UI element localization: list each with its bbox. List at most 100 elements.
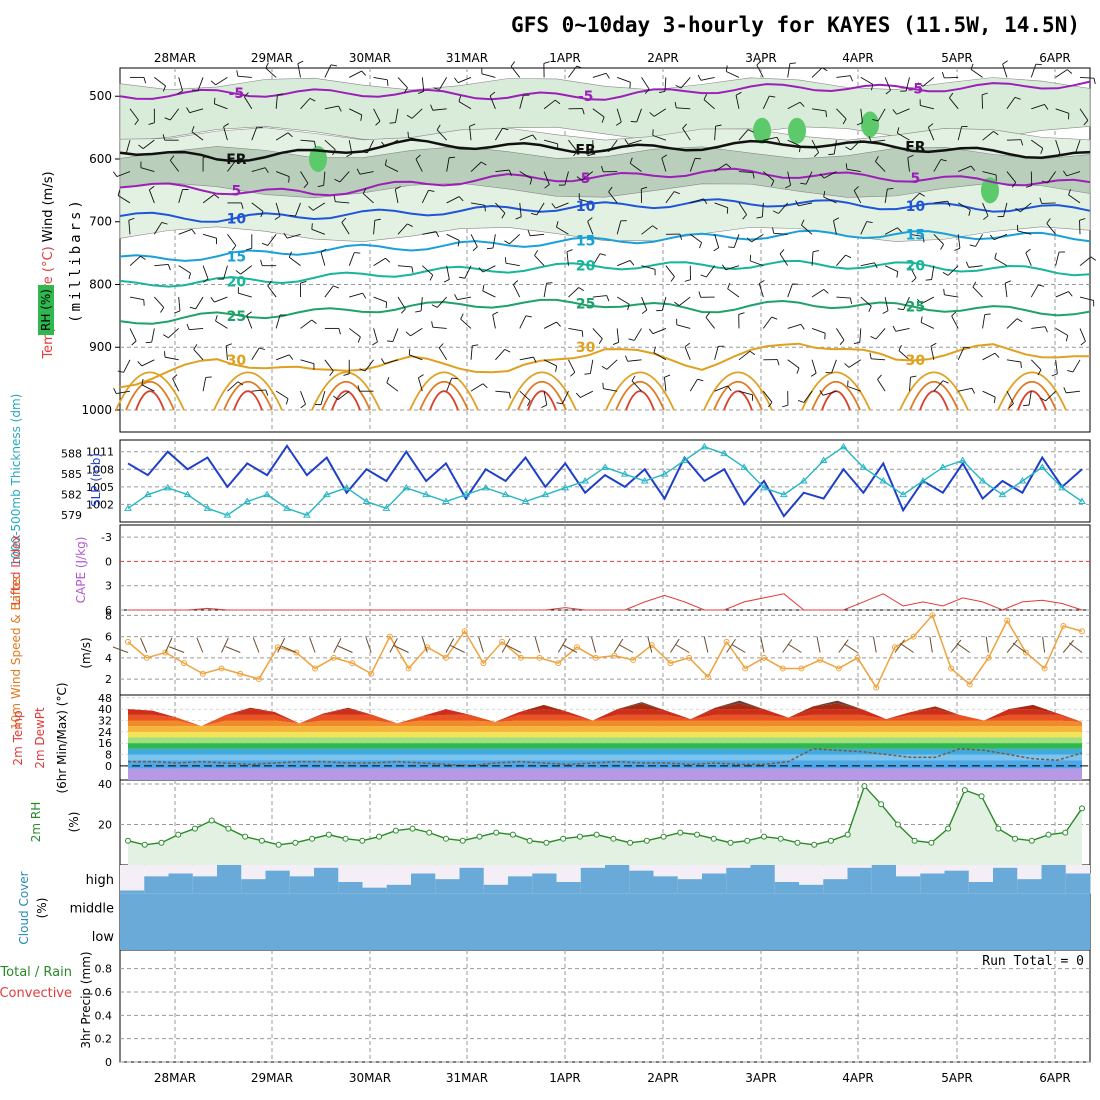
upper-wind-barb — [933, 159, 942, 172]
wind-barb — [985, 636, 989, 653]
chart-title: GFS 0~10day 3-hourly for KAYES (11.5W, 1… — [511, 13, 1080, 37]
upper-wind-barb — [446, 157, 450, 172]
upper-wind-barb — [148, 189, 155, 204]
upper-wind-barb — [337, 390, 350, 400]
thickness-point — [302, 511, 311, 518]
upper-wind-barb-flag — [380, 358, 385, 364]
upper-wind-barb-flag — [303, 183, 309, 189]
wind-barb — [1012, 642, 1027, 653]
upper-wind-barb — [608, 139, 618, 152]
wind-speed-point — [704, 673, 711, 680]
upper-wind-barb-flag — [1093, 78, 1096, 85]
wind-speed-point — [237, 670, 244, 677]
rh-tick-40: 40 — [98, 778, 112, 791]
upper-wind-barb-flag — [868, 306, 872, 312]
upper-wind-barb-flag — [853, 341, 860, 345]
upper-wind-barb — [509, 233, 521, 245]
upper-wind-barb — [320, 391, 326, 405]
upper-wind-barb-flag — [700, 274, 707, 278]
rh2m-label-group: 2m RH — [29, 802, 43, 843]
upper-wind-barb-flag — [882, 310, 889, 314]
upper-wind-barb-flag — [603, 148, 610, 152]
upper-wind-barb-flag — [920, 316, 923, 323]
contour-label-30-1: 30 — [576, 340, 596, 356]
upper-wind-barb-flag — [795, 200, 799, 207]
upper-wind-barb-flag — [819, 173, 825, 179]
upper-wind-barb-flag — [624, 355, 629, 362]
upper-wind-barb — [482, 265, 496, 273]
upper-wind-barb-flag — [311, 223, 313, 230]
rh-point — [1045, 831, 1052, 838]
warm-core-1-2 — [233, 390, 263, 411]
upper-wind-barb — [811, 327, 826, 334]
upper-wind-barb — [1030, 359, 1042, 371]
upper-wind-barb — [470, 383, 484, 392]
date-bottom-4APR: 4APR — [842, 1071, 873, 1085]
upper-wind-barb-flag — [454, 77, 459, 83]
contour-label-15-0: 15 — [227, 249, 246, 265]
upper-wind-barb-flag — [910, 375, 917, 378]
upper-wind-barb-flag — [849, 75, 854, 82]
upper-wind-barb-flag — [297, 60, 304, 65]
temp-band-9 — [128, 714, 1082, 727]
upper-wind-barb — [510, 66, 521, 78]
thickness-point — [680, 456, 689, 463]
upper-wind-barb — [811, 359, 817, 374]
warm-core-3-1 — [419, 380, 469, 411]
upper-wind-barb-flag — [356, 168, 361, 175]
upper-wind-barb — [970, 69, 983, 78]
wind-speed-point — [330, 654, 337, 661]
upper-wind-barb-flag — [581, 330, 584, 337]
upper-wind-barb-flag — [149, 185, 155, 191]
wind-barb — [309, 637, 316, 653]
rh-point — [576, 833, 583, 840]
upper-wind-barb — [457, 76, 472, 84]
thickness-point — [958, 456, 967, 463]
thickness-point — [839, 442, 848, 450]
rh-point — [727, 839, 734, 846]
upper-wind-barb — [877, 108, 886, 122]
thickness-point — [938, 463, 947, 470]
upper-wind-barb-flag — [601, 365, 608, 370]
upper-wind-barb — [787, 101, 801, 110]
rh-point — [894, 821, 901, 828]
slp-label: SLP (mb) — [89, 453, 103, 507]
upper-wind-barb — [243, 96, 253, 110]
precip-tick-0.2: 0.2 — [95, 1033, 113, 1046]
upper-wind-barb-flag — [726, 163, 732, 169]
upper-wind-barb-flag — [930, 342, 937, 347]
upper-wind-barb-flag — [246, 311, 252, 316]
upper-wind-barb — [385, 164, 399, 172]
upper-wind-barb-flag — [771, 316, 778, 320]
rh-point — [158, 839, 165, 846]
contour-30 — [119, 342, 1090, 389]
thickness-point — [143, 490, 152, 498]
upper-wind-barb — [778, 202, 789, 214]
upper-wind-barb — [214, 103, 228, 110]
upper-wind-barb-flag — [333, 285, 340, 289]
wind-speed-point — [1004, 617, 1011, 624]
warm-core-9-2 — [1017, 390, 1047, 411]
thickness-point — [461, 490, 470, 498]
upper-wind-barb — [482, 290, 496, 298]
date-top-31MAR: 31MAR — [446, 51, 488, 65]
upper-wind-barb — [385, 139, 399, 147]
upper-wind-barb — [652, 134, 667, 141]
upper-wind-barb-flag — [684, 279, 691, 282]
upper-wind-barb-flag — [482, 284, 485, 291]
upper-wind-barb — [202, 233, 217, 239]
upper-wind-barb — [787, 359, 800, 369]
upper-wind-barb-flag — [1020, 139, 1024, 146]
upper-wind-barb — [982, 202, 989, 216]
upper-wind-barb — [300, 391, 306, 405]
upper-wind-barb-flag — [869, 352, 872, 359]
upper-wind-barb-flag — [993, 130, 999, 136]
upper-wind-barb-flag — [821, 67, 828, 72]
upper-wind-barb-flag — [612, 341, 619, 345]
upper-wind-barb — [464, 265, 472, 279]
upper-wind-barb-flag — [530, 212, 538, 216]
upper-wind-barb-flag — [215, 315, 218, 322]
contour-label-15-1: 15 — [576, 234, 595, 250]
rh-point — [593, 831, 600, 838]
upper-wind-barb — [495, 169, 510, 172]
